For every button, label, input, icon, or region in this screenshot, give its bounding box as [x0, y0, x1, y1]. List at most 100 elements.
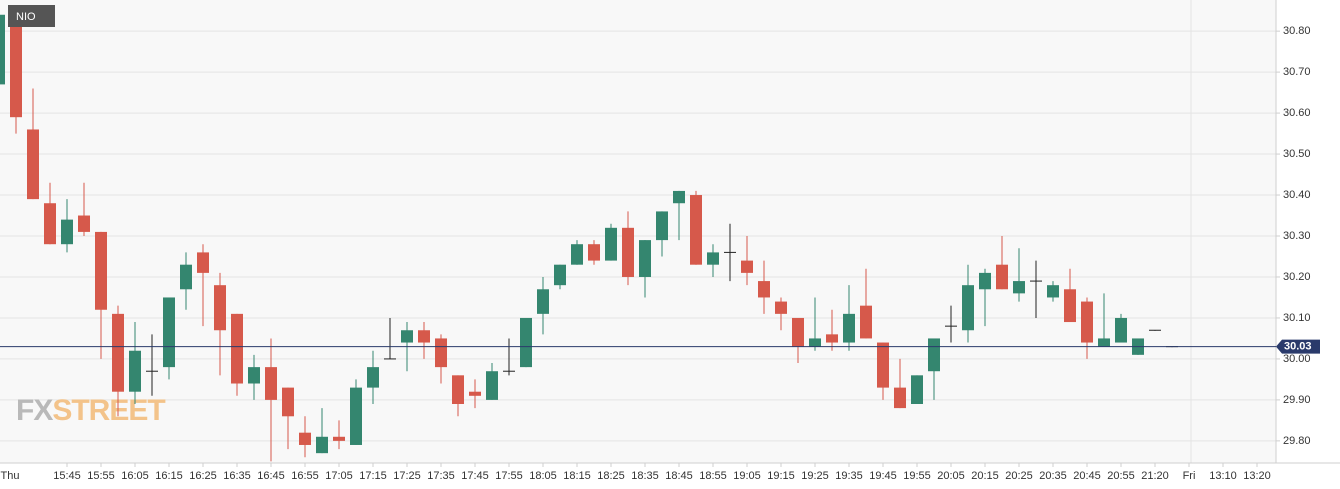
- candle-body: [1115, 317, 1127, 343]
- symbol: NIO: [16, 11, 36, 23]
- x-tick-label: 19:35: [835, 470, 863, 482]
- x-tick-label: 13:10: [1209, 470, 1237, 482]
- candle-body: [979, 272, 991, 290]
- candle-body: [282, 387, 294, 417]
- candle-body: [520, 317, 532, 368]
- x-tick-label: 18:15: [563, 470, 591, 482]
- x-tick-label: 15:55: [87, 470, 115, 482]
- candle-body: [1064, 289, 1076, 323]
- candle-body: [962, 285, 974, 331]
- candle-body: [1149, 329, 1161, 331]
- candle-body: [180, 264, 192, 290]
- candle-body: [452, 375, 464, 404]
- candle-body: [265, 367, 277, 400]
- x-tick-label: 20:15: [971, 470, 999, 482]
- candle-body: [554, 264, 566, 286]
- x-tick-label: 16:55: [291, 470, 319, 482]
- x-tick-label: 17:05: [325, 470, 353, 482]
- candle-body: [673, 190, 685, 204]
- candle-body: [877, 342, 889, 388]
- candle-body: [775, 301, 787, 314]
- candle-body: [588, 244, 600, 261]
- x-tick-label: 17:15: [359, 470, 387, 482]
- candle-body: [350, 387, 362, 445]
- y-tick-label: 30.00: [1283, 353, 1311, 365]
- candle-body: [537, 289, 549, 314]
- x-tick-label: 17:25: [393, 470, 421, 482]
- y-tick-label: 30.70: [1283, 66, 1311, 78]
- candle-body: [418, 330, 430, 343]
- x-tick-label: 16:15: [155, 470, 183, 482]
- y-tick-label: 30.60: [1283, 107, 1311, 119]
- candle-body: [1013, 281, 1025, 294]
- candle-body: [486, 371, 498, 400]
- candle-body: [809, 338, 821, 347]
- x-tick-label: Fri: [1183, 470, 1196, 482]
- candle-body: [112, 313, 124, 392]
- x-tick-label: 21:20: [1141, 470, 1169, 482]
- candle-body: [367, 367, 379, 388]
- x-tick-label: 18:35: [631, 470, 659, 482]
- x-tick-label: 19:45: [869, 470, 897, 482]
- x-tick-label: 13:20: [1243, 470, 1271, 482]
- candle-body: [299, 432, 311, 445]
- candle-body: [44, 203, 56, 245]
- candle-body: [503, 370, 515, 372]
- last-price-label: 30.03: [1284, 341, 1312, 353]
- candle-body: [860, 305, 872, 339]
- candle-body: [707, 252, 719, 265]
- candle-body: [197, 252, 209, 273]
- candle-body: [27, 129, 39, 200]
- x-tick-label: 18:45: [665, 470, 693, 482]
- x-tick-label: 16:45: [257, 470, 285, 482]
- y-tick-label: 29.90: [1283, 394, 1311, 406]
- x-tick-label: 17:35: [427, 470, 455, 482]
- x-tick-label: 19:15: [767, 470, 795, 482]
- watermark: FXSTREET: [16, 394, 165, 427]
- y-tick-label: 30.10: [1283, 312, 1311, 324]
- x-tick-label: 20:45: [1073, 470, 1101, 482]
- candle-body: [996, 264, 1008, 290]
- x-tick-label: 15:45: [53, 470, 81, 482]
- x-tick-label: 16:25: [189, 470, 217, 482]
- x-tick-label: 18:05: [529, 470, 557, 482]
- candle-body: [792, 317, 804, 347]
- x-tick-label: 20:55: [1107, 470, 1135, 482]
- x-tick-label: 19:55: [903, 470, 931, 482]
- candle-body: [78, 215, 90, 232]
- x-tick-label: 19:05: [733, 470, 761, 482]
- x-tick-label: 17:45: [461, 470, 489, 482]
- x-tick-label: 16:05: [121, 470, 149, 482]
- candle-body: [894, 387, 906, 409]
- x-tick-label: 19:25: [801, 470, 829, 482]
- candle-body: [945, 325, 957, 327]
- y-tick-label: 30.30: [1283, 230, 1311, 242]
- candle-body: [656, 211, 668, 241]
- last-price-box: [1276, 339, 1320, 354]
- candle-body: [61, 219, 73, 245]
- candle-body: [95, 231, 107, 310]
- candle-body: [724, 251, 736, 253]
- y-tick-label: 30.80: [1283, 25, 1311, 37]
- candle-body: [163, 297, 175, 368]
- candle-body: [384, 358, 396, 360]
- y-tick-label: 30.50: [1283, 148, 1311, 160]
- x-tick-label: 20:25: [1005, 470, 1033, 482]
- candle-body: [0, 14, 5, 85]
- candle-body: [843, 313, 855, 343]
- candle-body: [639, 240, 651, 277]
- candle-body: [571, 244, 583, 265]
- candle-body: [214, 285, 226, 331]
- candle-body: [826, 334, 838, 343]
- y-tick-label: 29.80: [1283, 435, 1311, 447]
- x-tick-label: 16:35: [223, 470, 251, 482]
- y-tick-label: 30.40: [1283, 189, 1311, 201]
- candle-body: [129, 350, 141, 392]
- x-tick-label: Thu: [1, 470, 20, 482]
- candle-body: [1081, 301, 1093, 343]
- candle-body: [10, 14, 22, 118]
- symbol-box: [8, 5, 55, 27]
- candle-body: [333, 436, 345, 441]
- candle-body: [758, 281, 770, 298]
- candle-body: [622, 227, 634, 277]
